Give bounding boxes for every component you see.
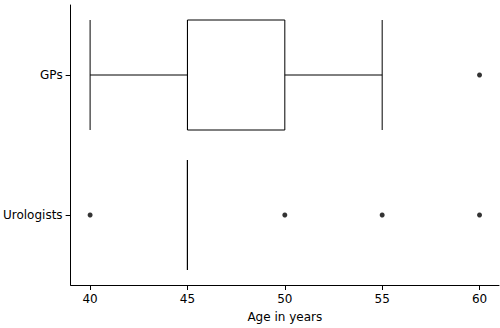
svg-text:40: 40 [82, 292, 97, 306]
svg-text:55: 55 [375, 292, 390, 306]
svg-text:Age in years: Age in years [247, 310, 322, 324]
svg-text:GPs: GPs [40, 68, 63, 82]
svg-text:60: 60 [472, 292, 487, 306]
svg-text:45: 45 [180, 292, 195, 306]
svg-text:50: 50 [277, 292, 292, 306]
svg-text:Urologists: Urologists [3, 208, 63, 222]
